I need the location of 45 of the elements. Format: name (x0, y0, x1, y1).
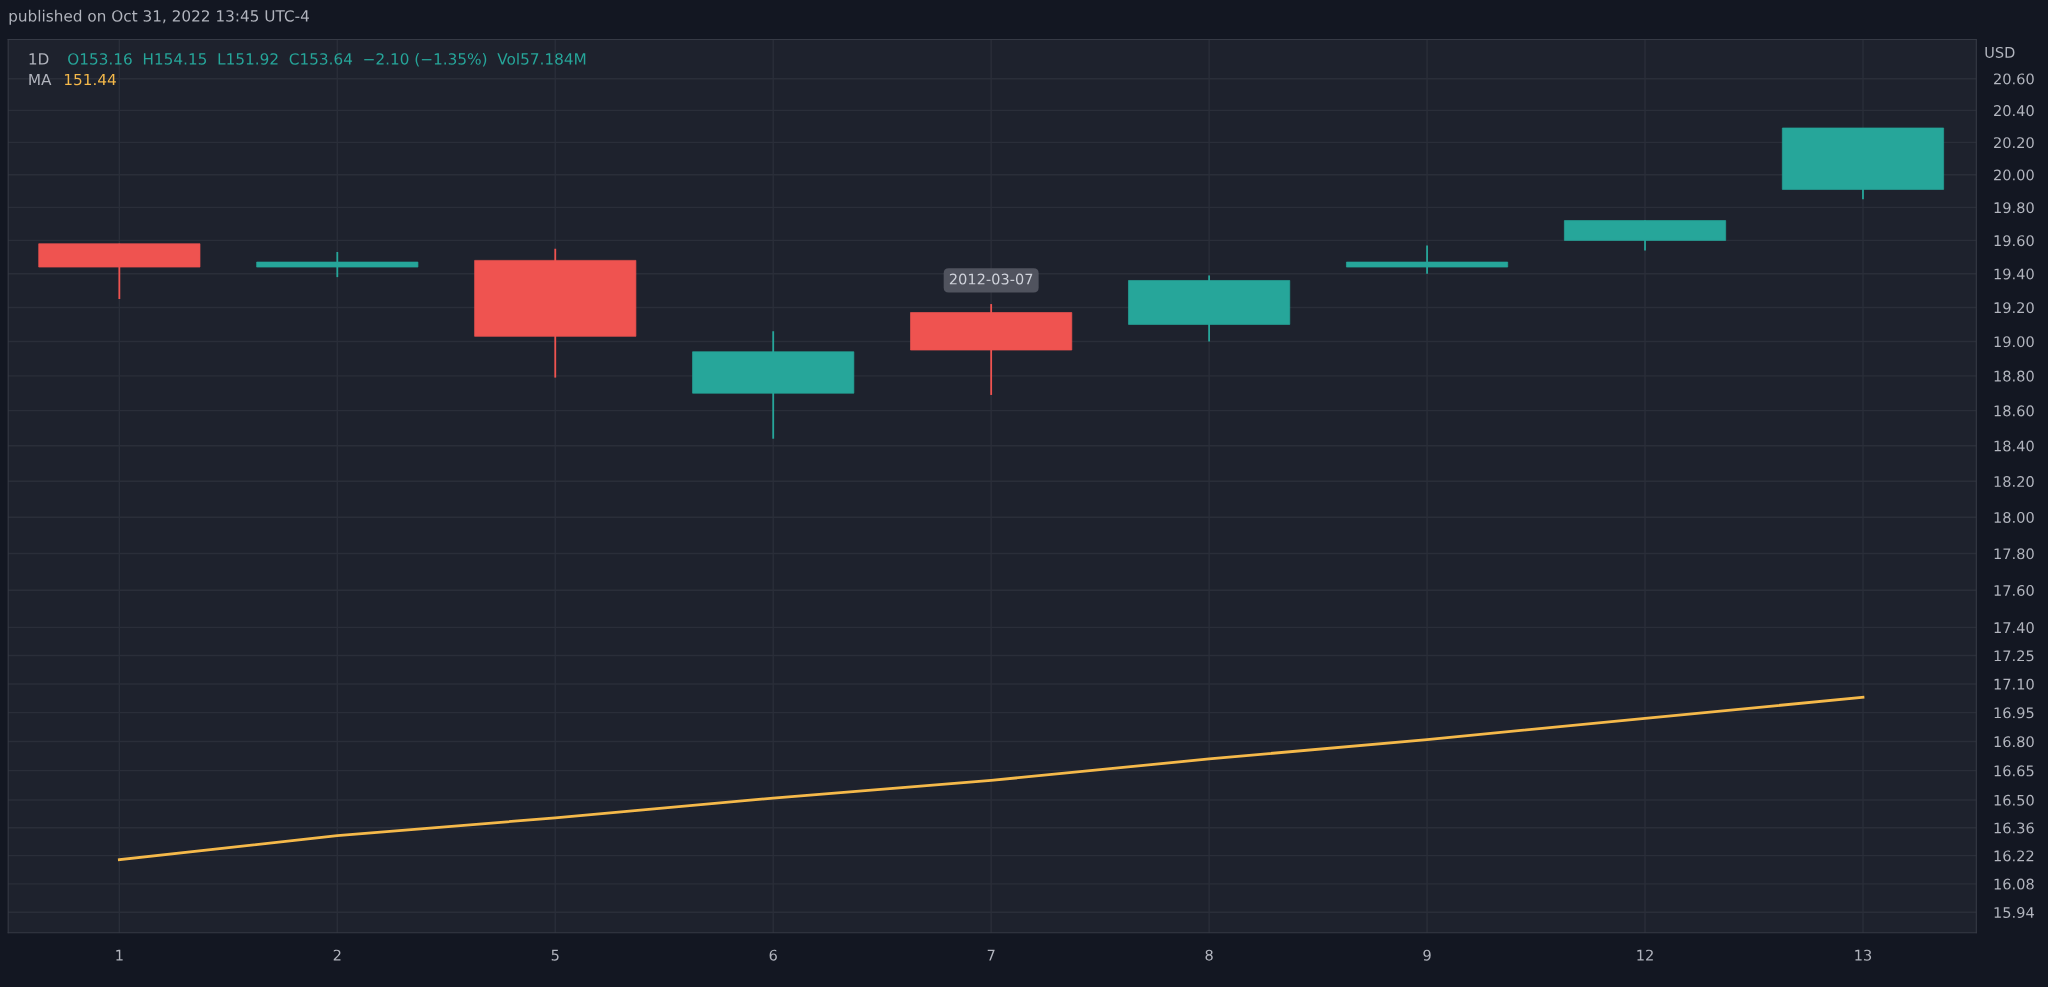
text: MA (29, 73, 52, 86)
annotation: 151.44 (64, 73, 116, 86)
y-tick-label: 17.25 (1994, 650, 2034, 662)
y-axis-title: USD (1985, 46, 2015, 58)
y-tick-label: 15.94 (1994, 906, 2034, 919)
y-tick-label: 18.20 (1994, 476, 2034, 488)
x-tick-label: 9 (1423, 949, 1431, 961)
y-tick-label: 17.10 (1994, 678, 2034, 690)
annotation: O153.16 H154.15 L151.92 C153.64 −2.10 (−1.35%) Vol57.184M (68, 52, 586, 67)
y-tick-label: 16.65 (1994, 765, 2034, 777)
y-tick-label: 19.20 (1994, 302, 2034, 314)
annotation: 2012-03-07 (949, 273, 1033, 285)
y-tick-label: 20.00 (1994, 169, 2034, 181)
y-tick-label: 16.80 (1994, 736, 2034, 748)
y-tick-label: 16.50 (1994, 794, 2034, 806)
y-tick-label: 20.20 (1994, 137, 2034, 149)
y-tick-label: 19.60 (1994, 235, 2034, 247)
x-tick-label: 7 (987, 949, 995, 961)
y-tick-label: 17.40 (1994, 622, 2034, 634)
y-tick-label: 16.08 (1994, 878, 2034, 890)
x-tick-label: 1 (116, 949, 123, 961)
annotation: 1D (29, 53, 49, 65)
y-tick-label: 19.00 (1994, 336, 2034, 348)
y-tick-label: 20.40 (1994, 105, 2034, 117)
text: published on Oct 31, 2022 13:45 UTC-4 (9, 9, 309, 25)
y-tick-label: 18.60 (1994, 405, 2034, 417)
y-tick-label: 19.80 (1994, 202, 2034, 214)
y-tick-label: 16.36 (1994, 822, 2034, 834)
y-tick-label: 16.95 (1994, 707, 2034, 719)
y-tick-label: 17.80 (1994, 548, 2034, 560)
x-tick-label: 2 (333, 949, 341, 961)
y-tick-label: 19.40 (1994, 268, 2034, 280)
x-tick-label: 6 (769, 949, 777, 961)
x-tick-label: 8 (1205, 949, 1213, 961)
y-tick-label: 17.60 (1994, 584, 2034, 597)
line-series (117, 695, 1865, 862)
y-tick-label: 18.40 (1994, 440, 2034, 452)
x-tick-label: 5 (551, 949, 559, 961)
y-tick-label: 18.00 (1994, 511, 2034, 523)
y-tick-label: 18.80 (1994, 370, 2034, 382)
y-tick-label: 16.22 (1994, 850, 2034, 862)
y-tick-label: 20.60 (1994, 73, 2034, 85)
x-tick-label: 12 (1637, 949, 1653, 961)
candlestick (1346, 244, 1509, 275)
x-tick-label: 13 (1855, 949, 1872, 961)
